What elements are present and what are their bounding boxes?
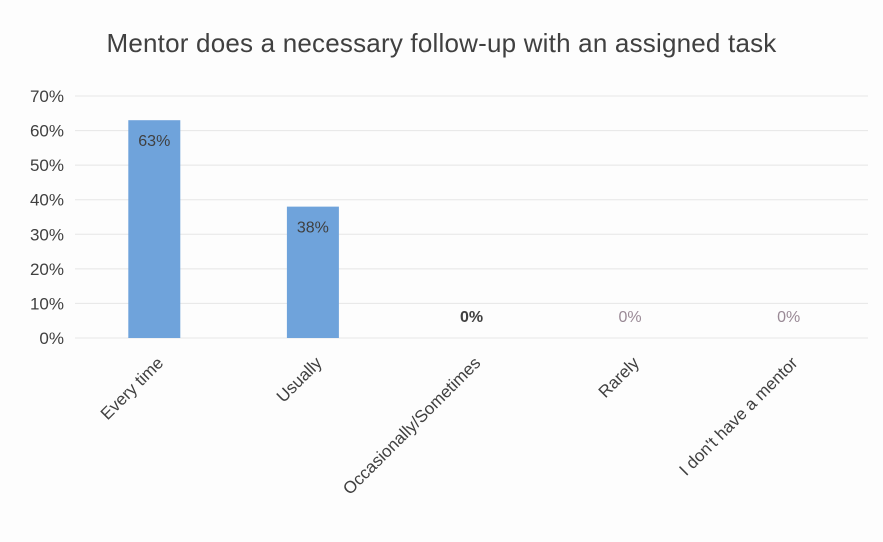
chart-title: Mentor does a necessary follow-up with a… [106, 28, 777, 58]
data-label: 0% [619, 309, 642, 326]
x-category-label: Usually [273, 353, 326, 406]
x-category-label: Rarely [595, 353, 644, 402]
y-tick-label: 70% [30, 87, 64, 106]
data-label: 0% [460, 309, 483, 326]
y-tick-label: 60% [30, 122, 64, 141]
x-category-label: Every time [97, 353, 167, 423]
gridlines [75, 95, 868, 339]
data-labels: 63% 38% 0% 0% 0% [138, 133, 800, 326]
data-label: 38% [297, 220, 329, 237]
y-axis-tick-labels: 0% 10% 20% 30% 40% 50% 60% 70% [30, 87, 64, 348]
y-tick-label: 40% [30, 191, 64, 210]
bars [128, 120, 339, 338]
data-label: 63% [138, 133, 170, 150]
y-tick-label: 0% [39, 329, 64, 348]
x-axis-category-labels: Every time Usually Occasionally/Sometimes R… [97, 353, 802, 498]
y-tick-label: 30% [30, 225, 64, 244]
bar-1 [128, 120, 181, 338]
y-tick-label: 10% [30, 294, 64, 313]
x-category-label: Occasionally/Sometimes [339, 353, 484, 498]
bar-2 [286, 206, 339, 338]
y-tick-label: 50% [30, 156, 64, 175]
data-label: 0% [777, 309, 800, 326]
x-category-label: I don't have a mentor [676, 353, 802, 479]
y-tick-label: 20% [30, 260, 64, 279]
